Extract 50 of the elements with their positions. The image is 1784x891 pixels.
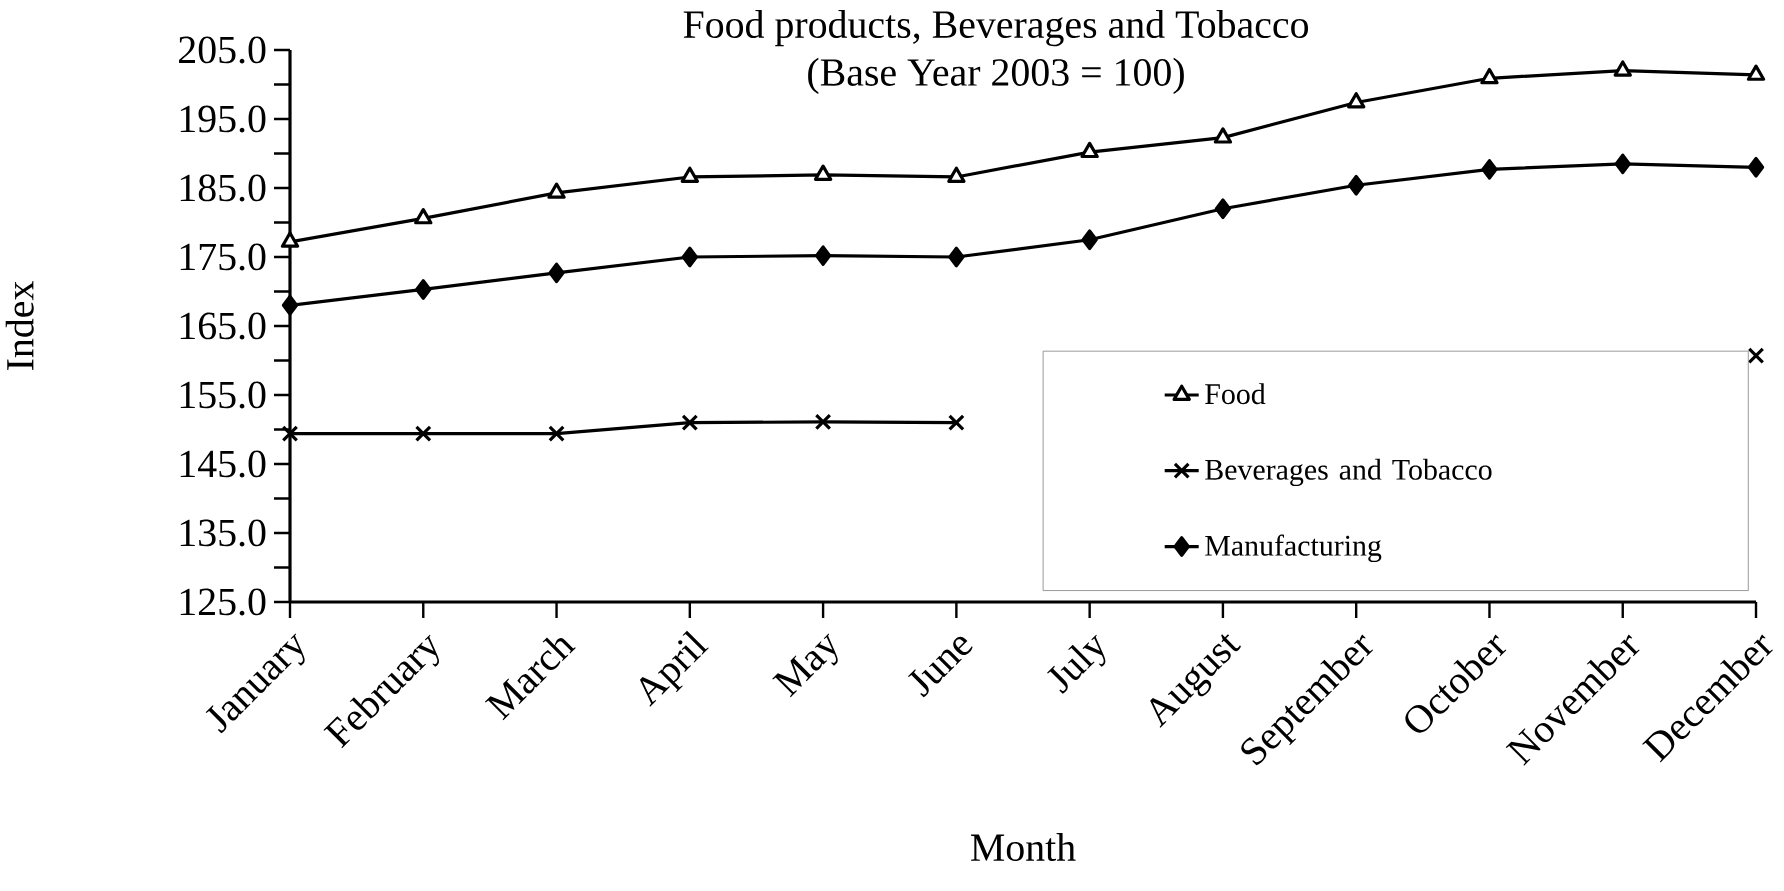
legend-label: Manufacturing bbox=[1205, 534, 1382, 563]
y-axis-title: Index bbox=[5, 281, 34, 370]
point bbox=[1614, 153, 1631, 175]
y-tick-label: 175.0 bbox=[180, 243, 266, 271]
point bbox=[681, 414, 699, 431]
x-tick-label: June bbox=[908, 636, 973, 698]
legend-label: Beverages and Tobacco bbox=[1205, 458, 1492, 487]
point bbox=[1214, 198, 1232, 220]
point bbox=[948, 414, 965, 431]
point bbox=[1348, 174, 1365, 196]
point bbox=[680, 166, 700, 183]
x-tick-label: May bbox=[772, 633, 838, 698]
y-tick-label: 145.0 bbox=[180, 450, 266, 478]
point bbox=[1080, 141, 1099, 159]
point bbox=[948, 246, 965, 268]
point bbox=[1481, 159, 1498, 180]
point bbox=[547, 182, 566, 199]
point bbox=[548, 262, 565, 284]
point bbox=[814, 413, 832, 431]
point bbox=[1747, 156, 1765, 178]
point bbox=[1747, 347, 1765, 365]
point bbox=[1613, 60, 1632, 77]
x-axis-title: Month bbox=[971, 833, 1076, 862]
y-tick-label: 135.0 bbox=[180, 519, 266, 547]
point bbox=[1347, 92, 1366, 109]
point bbox=[813, 164, 833, 181]
point bbox=[414, 425, 432, 443]
y-tick-label: 185.0 bbox=[180, 174, 266, 202]
point bbox=[1213, 127, 1233, 144]
point bbox=[548, 425, 565, 443]
point bbox=[814, 245, 832, 266]
y-tick-label: 195.0 bbox=[180, 105, 266, 133]
point bbox=[1081, 229, 1098, 251]
chart-title: Food products, Beverages and Tobacco bbox=[683, 10, 1309, 47]
y-tick-label: 155.0 bbox=[180, 381, 266, 409]
point bbox=[280, 231, 300, 248]
y-tick-label: 205.0 bbox=[179, 36, 266, 64]
point bbox=[415, 279, 432, 300]
chart-subtitle: (Base Year 2003 = 100) bbox=[808, 57, 1184, 94]
y-tick-label: 125.0 bbox=[180, 588, 266, 616]
point bbox=[281, 294, 299, 316]
point bbox=[681, 246, 698, 268]
point bbox=[1746, 64, 1766, 81]
point bbox=[1480, 67, 1499, 85]
point bbox=[414, 208, 433, 225]
y-tick-label: 165.0 bbox=[180, 312, 266, 340]
x-tick-label: July bbox=[1047, 634, 1106, 694]
legend-label: Food bbox=[1205, 383, 1266, 405]
point bbox=[281, 425, 299, 443]
point bbox=[947, 166, 966, 183]
